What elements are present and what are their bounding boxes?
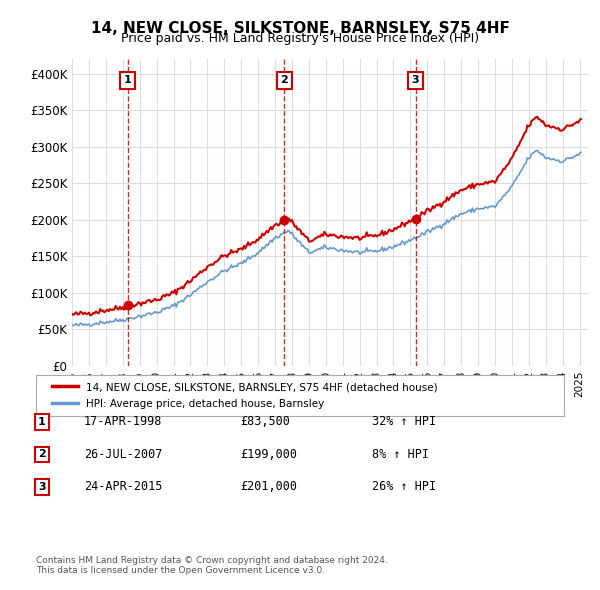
Text: 26-JUL-2007: 26-JUL-2007 [84,448,163,461]
Text: 3: 3 [38,482,46,491]
Text: 8% ↑ HPI: 8% ↑ HPI [372,448,429,461]
Text: 24-APR-2015: 24-APR-2015 [84,480,163,493]
Text: 2: 2 [281,76,289,86]
Text: 17-APR-1998: 17-APR-1998 [84,415,163,428]
Legend: 14, NEW CLOSE, SILKSTONE, BARNSLEY, S75 4HF (detached house), HPI: Average price: 14, NEW CLOSE, SILKSTONE, BARNSLEY, S75 … [46,377,443,414]
Text: 32% ↑ HPI: 32% ↑ HPI [372,415,436,428]
Text: Contains HM Land Registry data © Crown copyright and database right 2024.
This d: Contains HM Land Registry data © Crown c… [36,556,388,575]
Text: £201,000: £201,000 [240,480,297,493]
Text: £199,000: £199,000 [240,448,297,461]
Text: 26% ↑ HPI: 26% ↑ HPI [372,480,436,493]
Text: 1: 1 [38,417,46,427]
Text: 1: 1 [124,76,131,86]
Text: 14, NEW CLOSE, SILKSTONE, BARNSLEY, S75 4HF: 14, NEW CLOSE, SILKSTONE, BARNSLEY, S75 … [91,21,509,35]
Text: Price paid vs. HM Land Registry's House Price Index (HPI): Price paid vs. HM Land Registry's House … [121,32,479,45]
Text: 2: 2 [38,450,46,459]
Text: £83,500: £83,500 [240,415,290,428]
Text: 3: 3 [412,76,419,86]
